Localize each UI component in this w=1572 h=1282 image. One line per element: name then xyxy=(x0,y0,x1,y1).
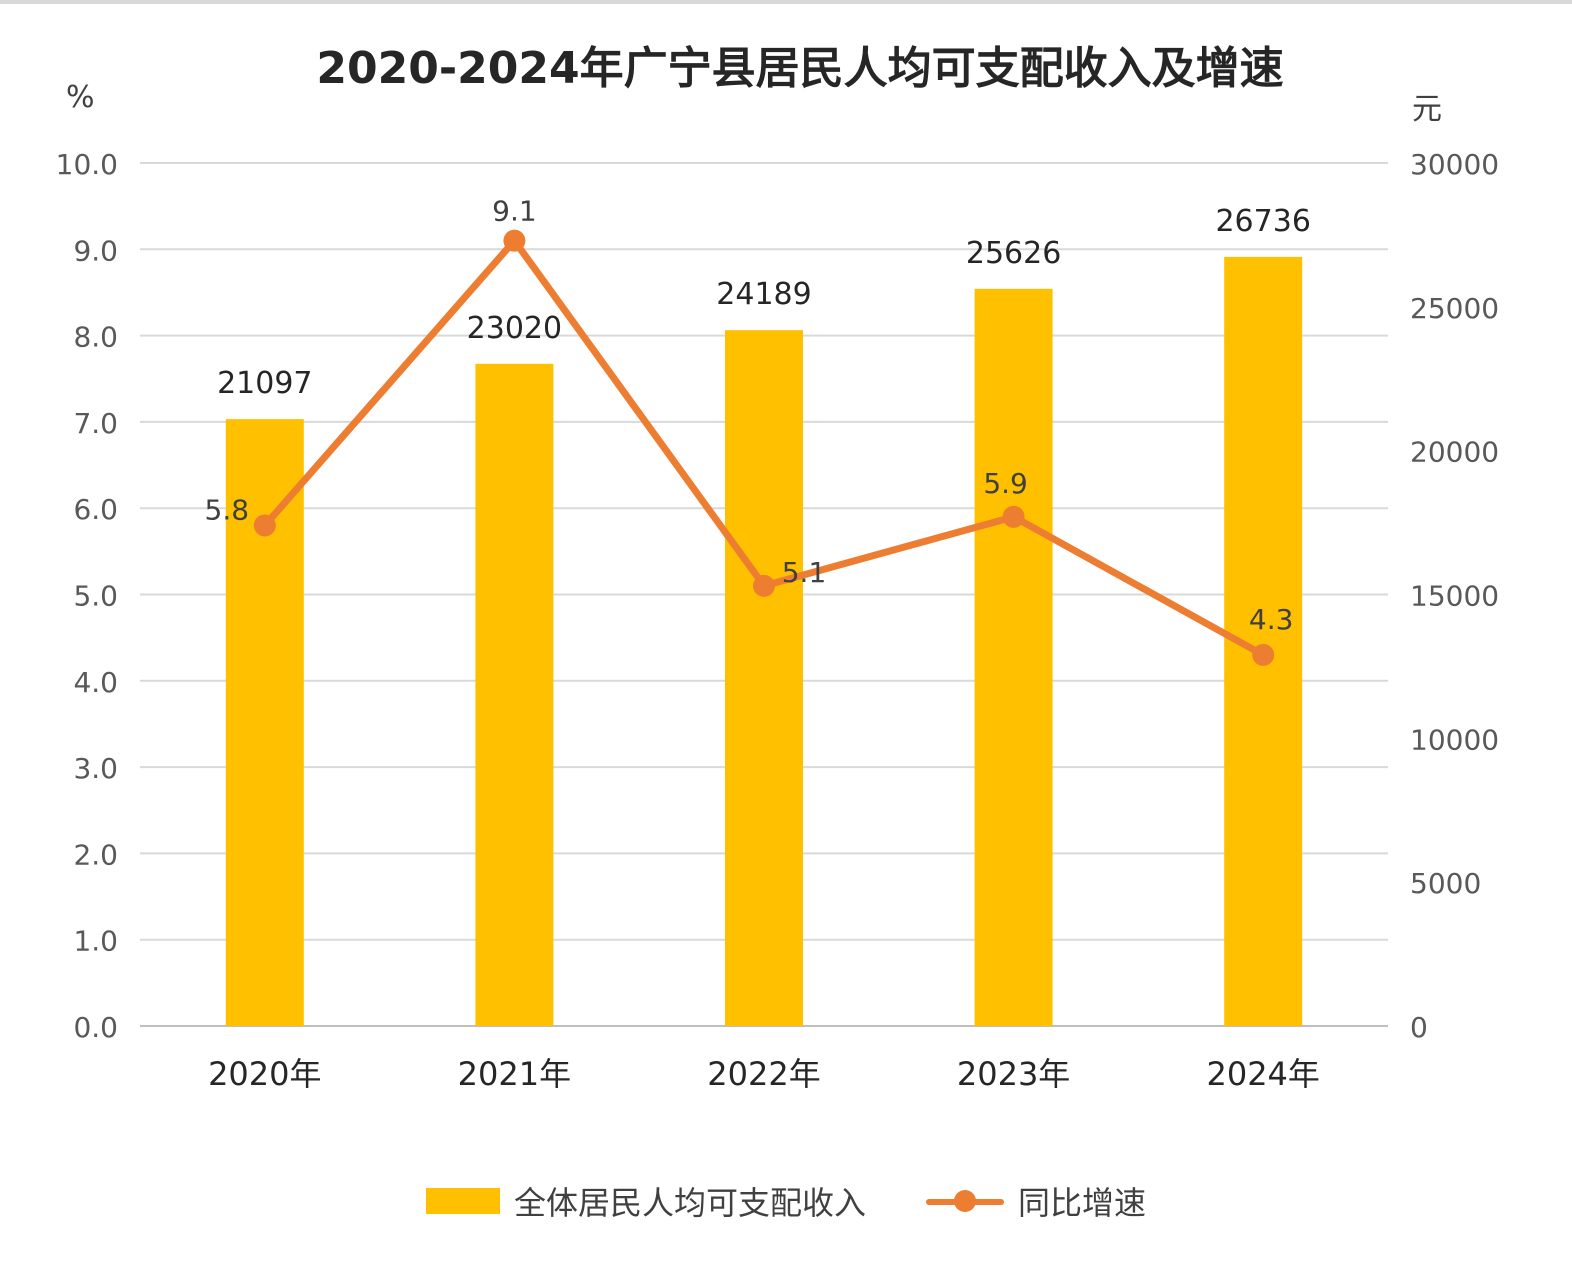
growth-value-label: 4.3 xyxy=(1249,603,1294,636)
left-axis-unit: % xyxy=(66,80,95,115)
bar xyxy=(974,288,1053,1026)
bar xyxy=(475,363,554,1026)
left-tick-label: 5.0 xyxy=(73,580,118,613)
top-border xyxy=(0,0,1572,4)
legend-label-growth: 同比增速 xyxy=(1018,1184,1147,1222)
growth-value-label: 5.9 xyxy=(983,467,1028,500)
legend-item-income[interactable]: 全体居民人均可支配收入 xyxy=(425,1178,866,1224)
right-tick-label: 10000 xyxy=(1410,723,1499,756)
right-tick-label: 30000 xyxy=(1410,148,1499,181)
growth-value-label: 5.1 xyxy=(782,556,827,589)
left-tick-label: 10.0 xyxy=(56,148,118,181)
left-tick-label: 3.0 xyxy=(73,752,118,785)
growth-point xyxy=(1002,505,1025,528)
left-tick-label: 7.0 xyxy=(73,407,118,440)
category-label: 2022年 xyxy=(707,1055,820,1093)
left-tick-label: 6.0 xyxy=(73,493,118,526)
category-label: 2021年 xyxy=(458,1055,571,1093)
right-tick-label: 15000 xyxy=(1410,580,1499,613)
growth-point xyxy=(1252,643,1275,666)
left-tick-label: 1.0 xyxy=(73,925,118,958)
left-tick-label: 8.0 xyxy=(73,321,118,354)
legend-label-income: 全体居民人均可支配收入 xyxy=(513,1184,866,1222)
legend-line-marker xyxy=(926,1188,1004,1214)
combo-chart: 0.0 1.0 2.0 3.0 4.0 5.0 6.0 7.0 8.0 9.0 10.0 0 5000 1… xyxy=(56,148,1499,1093)
right-tick-label: 20000 xyxy=(1410,436,1499,469)
right-tick-label: 5000 xyxy=(1410,867,1481,900)
right-axis-unit: 元 xyxy=(1412,92,1442,127)
bar-value-label: 21097 xyxy=(217,366,312,401)
bar-value-label: 26736 xyxy=(1215,204,1310,239)
left-tick-label: 0.0 xyxy=(73,1011,118,1044)
right-tick-label: 25000 xyxy=(1410,292,1499,325)
bar xyxy=(725,330,803,1026)
left-tick-label: 4.0 xyxy=(73,666,118,699)
bar-value-label: 23020 xyxy=(467,311,562,346)
bar-value-label: 24189 xyxy=(716,277,811,312)
legend: 全体居民人均可支配收入 同比增速 xyxy=(0,1178,1572,1224)
left-tick-label: 9.0 xyxy=(73,234,118,267)
category-label: 2023年 xyxy=(957,1055,1070,1093)
growth-point xyxy=(503,229,526,252)
growth-value-label: 5.8 xyxy=(205,493,250,526)
category-label: 2020年 xyxy=(208,1055,321,1093)
legend-item-growth[interactable]: 同比增速 xyxy=(926,1178,1146,1224)
legend-bar-swatch xyxy=(425,1188,500,1214)
growth-value-label: 9.1 xyxy=(492,195,537,228)
growth-point xyxy=(753,574,775,597)
category-label: 2024年 xyxy=(1206,1055,1319,1093)
chart-title: 2020-2024年广宁县居民人均可支配收入及增速 xyxy=(316,43,1284,94)
right-tick-label: 0 xyxy=(1410,1011,1428,1044)
bar-value-label: 25626 xyxy=(966,236,1061,271)
left-tick-label: 2.0 xyxy=(73,838,118,871)
growth-point xyxy=(253,514,276,537)
